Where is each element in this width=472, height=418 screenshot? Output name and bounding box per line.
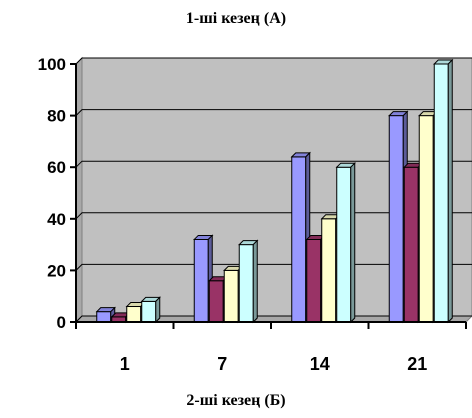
y-tick-label: 0 <box>57 313 66 332</box>
bar-front <box>208 280 224 323</box>
bar-side <box>252 239 258 324</box>
y-tick-label: 60 <box>47 158 66 177</box>
bar-front <box>433 63 449 323</box>
gridline <box>75 57 472 65</box>
x-tick-label: 1 <box>120 354 130 374</box>
bar-front <box>223 269 239 323</box>
y-tick-labels: 0 20 40 60 80 100 <box>38 55 66 332</box>
bar-side <box>350 161 356 324</box>
bar <box>238 239 259 324</box>
y-tick-label: 100 <box>38 55 66 74</box>
x-tick-label: 21 <box>407 354 427 374</box>
bar-front <box>336 166 352 323</box>
gridline <box>75 109 472 116</box>
bar-front <box>306 238 322 323</box>
x-tick-labels: 1 7 14 21 <box>120 354 428 374</box>
axes <box>70 63 467 329</box>
bar-front <box>321 218 337 323</box>
y-tick-label: 20 <box>47 261 66 280</box>
bar-front <box>141 300 157 323</box>
bar <box>335 161 356 324</box>
x-tick-label: 14 <box>310 354 330 374</box>
bar-front <box>388 115 404 323</box>
bar-front <box>126 306 142 323</box>
bar-front <box>193 238 209 323</box>
bar <box>433 58 454 324</box>
bar-front <box>291 156 307 323</box>
y-tick-label: 40 <box>47 210 66 229</box>
y-tick-label: 80 <box>47 107 66 126</box>
plot-frame <box>74 56 472 324</box>
bar-front <box>96 311 112 323</box>
x-tick-label: 7 <box>217 354 227 374</box>
chart-title-top: 1-ші кезең (А) <box>185 10 287 27</box>
bar-side <box>447 58 453 324</box>
bars <box>95 58 454 324</box>
gridline <box>75 160 472 168</box>
bar-front <box>418 115 434 323</box>
bar-front <box>403 166 419 323</box>
bar-front <box>238 244 254 323</box>
bar <box>290 151 311 324</box>
bar <box>140 296 161 324</box>
bar-side <box>155 296 161 324</box>
chart-title-bottom: 2-ші кезең (Б) <box>186 392 286 409</box>
